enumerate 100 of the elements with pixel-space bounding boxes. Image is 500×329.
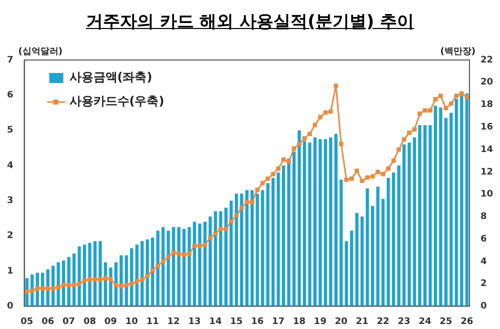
bar	[78, 246, 81, 306]
bar	[376, 186, 380, 306]
y-tick-label: 1	[6, 266, 14, 276]
y2-tick-label: 16	[480, 122, 494, 132]
bar	[256, 194, 259, 306]
y2-tick-label: 6	[480, 234, 487, 244]
bar	[188, 227, 191, 306]
x-tick-label: 19	[314, 316, 326, 327]
bar	[230, 200, 233, 306]
bar	[308, 142, 312, 306]
x-tick-label: 26	[460, 316, 474, 327]
bar	[172, 227, 176, 306]
bar	[408, 142, 411, 306]
bar	[166, 230, 170, 306]
y-tick-label: 7	[6, 55, 14, 66]
y2-axis-title: (백만장)	[440, 46, 476, 57]
bar	[350, 230, 354, 306]
bar	[392, 172, 396, 306]
bar	[334, 134, 338, 306]
y2-tick-label: 12	[480, 167, 494, 178]
bar	[324, 139, 328, 306]
bar	[56, 262, 60, 306]
x-tick-label: 24	[418, 316, 432, 327]
y2-tick-label: 20	[480, 78, 494, 88]
x-tick-label: 15	[230, 316, 243, 327]
y2-tick-label: 22	[480, 55, 494, 66]
x-tick-label: 05	[20, 316, 34, 327]
bar	[161, 227, 165, 306]
bar	[177, 227, 180, 306]
y2-tick-label: 18	[480, 100, 494, 110]
bar	[402, 144, 406, 306]
bar	[397, 166, 400, 306]
bar	[465, 93, 468, 306]
bar	[340, 180, 343, 306]
bar	[423, 125, 427, 306]
x-tick-label: 09	[104, 316, 117, 327]
x-tick-label: 20	[334, 316, 348, 327]
bar	[208, 216, 212, 306]
bar	[276, 172, 280, 306]
x-tick-label: 06	[42, 316, 54, 327]
y2-tick-label: 4	[480, 256, 487, 267]
chart-title: 거주자의 카드 해외 사용실적(분기별) 추이	[86, 12, 414, 32]
bar	[371, 206, 374, 306]
bar	[344, 241, 348, 306]
bar	[444, 118, 448, 306]
x-tick-label: 10	[125, 316, 138, 327]
y-tick-label: 0	[6, 302, 14, 312]
bar	[381, 198, 385, 306]
bar	[240, 194, 244, 306]
bar	[198, 224, 202, 306]
x-tick-label: 08	[83, 316, 96, 327]
y-tick-label: 6	[6, 90, 14, 101]
bar	[282, 166, 286, 306]
y2-tick-label: 8	[480, 212, 487, 222]
bar	[98, 241, 102, 306]
bar	[245, 190, 248, 306]
y2-tick-label: 2	[480, 279, 487, 290]
bar	[355, 212, 358, 306]
bar	[287, 158, 290, 306]
bar	[250, 190, 254, 306]
y2-tick-label: 10	[480, 190, 494, 200]
y-axis-title: (십억달러)	[18, 46, 62, 57]
bar	[261, 190, 264, 306]
bar	[214, 211, 218, 306]
x-tick-label: 16	[251, 316, 264, 327]
y-tick-label: 2	[6, 231, 14, 242]
x-tick-label: 07	[62, 316, 76, 327]
bar	[219, 211, 222, 306]
x-tick-label: 11	[146, 316, 159, 327]
bar	[418, 125, 422, 306]
bar	[329, 137, 332, 306]
x-tick-label: 12	[167, 316, 180, 327]
bar	[88, 242, 92, 306]
x-tick-label: 25	[440, 316, 452, 327]
bar	[450, 112, 453, 306]
y2-tick-label: 0	[480, 302, 487, 312]
bar	[434, 106, 437, 306]
x-tick-label: 17	[272, 316, 285, 327]
bar	[412, 137, 416, 306]
x-tick-label: 21	[356, 316, 368, 327]
x-tick-label: 18	[292, 316, 306, 327]
y-tick-label: 3	[6, 196, 14, 206]
bar	[266, 183, 270, 306]
x-tick-label: 13	[188, 316, 201, 327]
bar	[67, 256, 70, 306]
y2-tick-label: 14	[480, 144, 494, 155]
legend-label: 사용카드수(우축)	[69, 94, 164, 108]
bar	[318, 139, 322, 306]
y-tick-label: 4	[6, 160, 14, 171]
x-tick-label: 22	[376, 316, 390, 327]
bar	[428, 125, 432, 306]
bar	[234, 194, 238, 306]
y-tick-label: 5	[6, 126, 14, 136]
bar	[360, 216, 364, 306]
x-tick-label: 14	[209, 316, 222, 327]
bar	[224, 208, 228, 306]
bar	[313, 137, 317, 306]
bar	[298, 130, 301, 306]
legend-label: 사용금액(좌축)	[69, 70, 152, 84]
bar	[386, 178, 390, 306]
